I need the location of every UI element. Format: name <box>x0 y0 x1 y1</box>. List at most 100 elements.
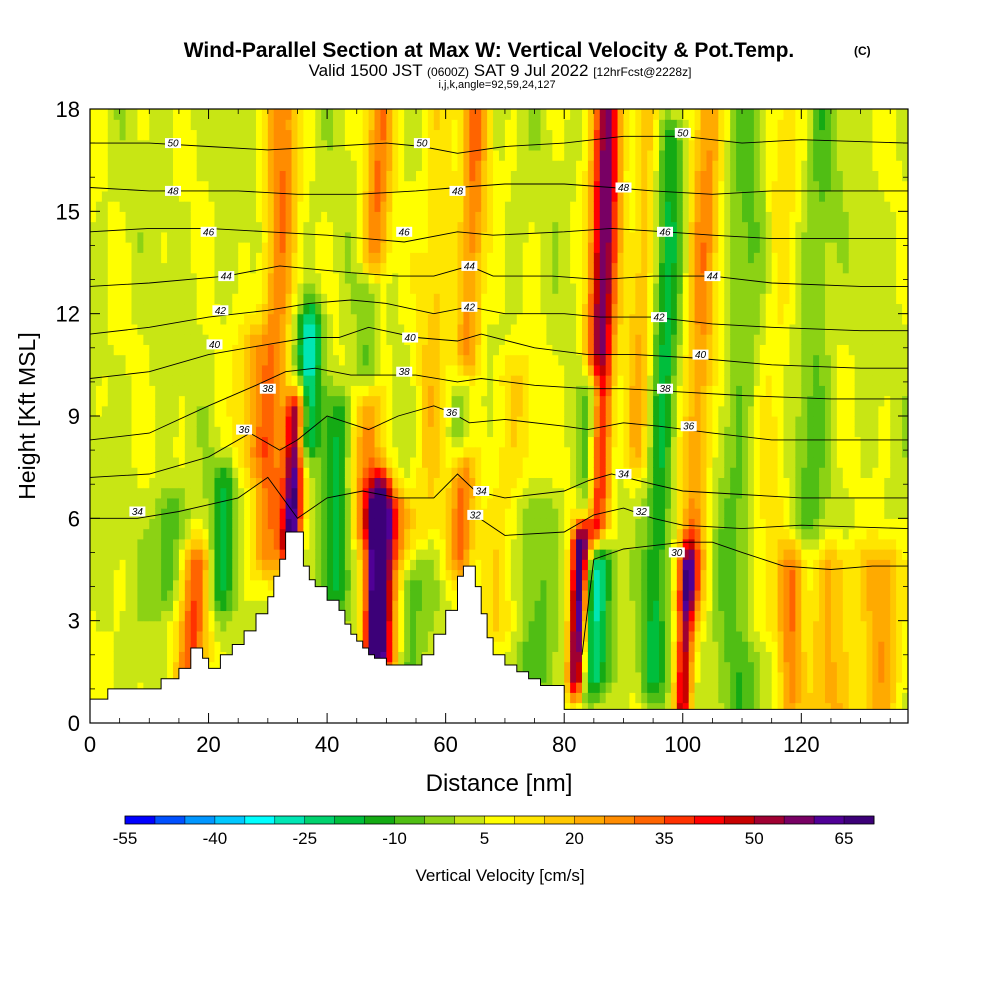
velocity-cell <box>149 651 156 663</box>
velocity-cell <box>445 109 453 120</box>
velocity-cell <box>416 518 423 530</box>
velocity-cell <box>416 160 423 171</box>
velocity-cell <box>510 456 518 468</box>
velocity-cell <box>143 497 150 509</box>
velocity-cell <box>564 661 571 673</box>
velocity-cell <box>416 620 423 632</box>
velocity-cell <box>350 323 358 335</box>
velocity-cell <box>581 630 589 642</box>
velocity-cell <box>392 221 399 233</box>
velocity-cell <box>404 518 411 530</box>
velocity-cell <box>333 426 340 438</box>
velocity-cell <box>167 334 174 345</box>
velocity-cell <box>101 559 109 571</box>
velocity-cell <box>113 661 121 673</box>
velocity-cell <box>285 313 293 325</box>
velocity-cell <box>255 569 263 581</box>
velocity-cell <box>493 180 500 192</box>
velocity-cell <box>95 293 103 305</box>
velocity-cell <box>161 160 168 171</box>
velocity-cell <box>368 282 376 294</box>
velocity-cell <box>404 180 411 192</box>
velocity-cell <box>90 262 97 274</box>
velocity-cell <box>570 528 577 540</box>
velocity-cell <box>463 272 470 284</box>
velocity-cell <box>244 364 251 376</box>
velocity-cell <box>196 395 204 407</box>
velocity-cell <box>190 538 198 550</box>
velocity-cell <box>273 313 281 325</box>
velocity-cell <box>291 426 299 438</box>
velocity-cell <box>143 446 150 458</box>
velocity-cell <box>469 405 476 417</box>
velocity-cell <box>528 549 536 560</box>
velocity-cell <box>558 170 565 182</box>
velocity-cell <box>279 487 287 499</box>
velocity-cell <box>469 375 476 386</box>
velocity-cell <box>534 630 542 642</box>
velocity-cell <box>504 160 512 171</box>
velocity-cell <box>95 477 103 489</box>
velocity-cell <box>208 375 216 386</box>
velocity-cell <box>167 190 174 202</box>
velocity-cell <box>380 487 387 499</box>
velocity-cell <box>297 375 304 386</box>
velocity-cell <box>167 446 174 458</box>
velocity-cell <box>155 303 162 315</box>
velocity-cell <box>416 630 423 642</box>
velocity-cell <box>481 293 488 305</box>
velocity-cell <box>481 395 488 407</box>
velocity-cell <box>546 549 553 560</box>
velocity-cell <box>250 282 257 294</box>
velocity-cell <box>469 334 476 345</box>
velocity-cell <box>576 600 583 612</box>
velocity-cell <box>250 620 257 632</box>
velocity-cell <box>137 426 144 438</box>
velocity-cell <box>487 313 494 325</box>
velocity-cell <box>131 446 139 458</box>
velocity-cell <box>576 293 583 305</box>
velocity-cell <box>528 620 536 632</box>
velocity-cell <box>392 119 399 131</box>
velocity-cell <box>279 129 287 141</box>
velocity-cell <box>469 385 476 397</box>
velocity-cell <box>368 600 376 612</box>
velocity-cell <box>315 405 322 417</box>
velocity-cell <box>528 293 536 305</box>
velocity-cell <box>570 385 577 397</box>
velocity-cell <box>386 375 393 386</box>
velocity-cell <box>421 497 429 509</box>
velocity-cell <box>232 518 239 530</box>
velocity-cell <box>481 119 488 131</box>
velocity-cell <box>113 620 121 632</box>
velocity-cell <box>149 313 156 325</box>
velocity-cell <box>356 630 364 642</box>
velocity-cell <box>427 456 435 468</box>
velocity-cell <box>226 426 233 438</box>
velocity-cell <box>380 477 387 489</box>
velocity-cell <box>504 364 512 376</box>
velocity-cell <box>167 272 174 284</box>
velocity-cell <box>457 477 465 489</box>
velocity-cell <box>392 385 399 397</box>
velocity-cell <box>238 262 245 274</box>
velocity-cell <box>172 364 180 376</box>
velocity-cell <box>167 323 174 335</box>
velocity-cell <box>178 149 186 161</box>
velocity-cell <box>137 385 144 397</box>
velocity-cell <box>404 160 411 171</box>
velocity-cell <box>238 395 245 407</box>
velocity-cell <box>427 446 435 458</box>
velocity-cell <box>463 426 470 438</box>
velocity-cell <box>528 252 536 264</box>
velocity-cell <box>469 272 476 284</box>
velocity-cell <box>558 385 565 397</box>
velocity-cell <box>214 129 222 141</box>
velocity-cell <box>445 497 453 509</box>
velocity-cell <box>291 262 299 274</box>
velocity-cell <box>416 528 423 540</box>
velocity-cell <box>451 139 459 151</box>
velocity-cell <box>220 221 227 233</box>
velocity-cell <box>321 497 328 509</box>
velocity-cell <box>297 313 304 325</box>
